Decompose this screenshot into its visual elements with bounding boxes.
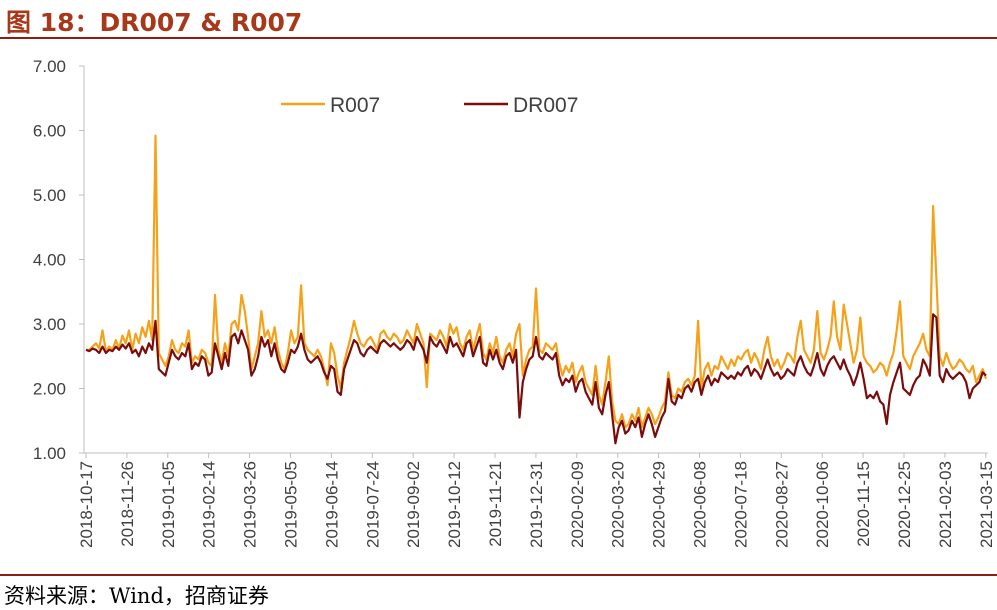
x-tick-label: 2020-06-08 <box>691 461 710 548</box>
bottom-rule <box>0 574 997 576</box>
x-tick-label: 2019-09-02 <box>404 461 423 548</box>
x-tick-label: 2019-10-12 <box>445 461 464 548</box>
x-tick-label: 2019-12-31 <box>527 461 546 548</box>
legend-label-r007: R007 <box>330 94 380 117</box>
series-line-dr007 <box>85 313 987 445</box>
x-tick-label: 2020-02-09 <box>568 461 587 548</box>
y-axis: 1.00 2.00 3.00 4.00 5.00 6.00 7.00 <box>33 57 85 463</box>
series-layer <box>85 134 988 445</box>
y-tick-label: 1.00 <box>33 444 66 463</box>
x-tick-label: 2019-06-14 <box>322 461 341 548</box>
figure-title: 图 18：DR007 & R007 <box>6 8 303 37</box>
x-tick-label: 2021-02-03 <box>936 461 955 548</box>
x-axis: 2018-10-17 2018-11-26 2019-01-05 2019-02-14… <box>77 452 996 548</box>
x-tick-label: 2020-08-27 <box>772 461 791 548</box>
series-line-r007 <box>86 134 988 429</box>
y-tick-label: 4.00 <box>33 251 66 270</box>
x-tick-label: 2019-07-24 <box>363 461 382 548</box>
x-tick-label: 2020-04-29 <box>650 461 669 548</box>
x-tick-label: 2020-03-20 <box>609 461 628 548</box>
x-tick-label: 2020-12-25 <box>895 461 914 548</box>
legend: R007 DR007 <box>281 94 578 117</box>
y-tick-label: 6.00 <box>33 122 66 141</box>
x-tick-label: 2020-10-06 <box>813 461 832 548</box>
legend-label-dr007: DR007 <box>513 94 578 117</box>
top-rule <box>0 37 997 39</box>
x-tick-label: 2021-03-15 <box>977 461 996 548</box>
x-tick-label: 2019-05-05 <box>282 461 301 548</box>
y-tick-label: 5.00 <box>33 186 66 205</box>
x-tick-label: 2019-03-26 <box>241 461 260 548</box>
x-tick-label: 2018-11-26 <box>118 461 137 547</box>
x-tick-label: 2019-01-05 <box>159 461 178 548</box>
y-tick-label: 7.00 <box>33 57 66 76</box>
source-note: 资料来源：Wind，招商证券 <box>4 584 269 608</box>
y-tick-label: 2.00 <box>33 380 66 399</box>
line-chart: 1.002.003.004.005.006.007.00 2018-10-17 2… <box>33 57 996 548</box>
x-tick-label: 2020-11-15 <box>854 461 873 547</box>
x-tick-label: 2018-10-17 <box>77 461 96 548</box>
x-tick-label: 2020-07-18 <box>731 461 750 548</box>
title-bar: 图 18：DR007 & R007 <box>0 0 997 38</box>
x-tick-label: 2019-02-14 <box>200 461 219 548</box>
x-tick-label: 2019-11-21 <box>486 461 505 547</box>
y-tick-label: 3.00 <box>33 315 66 334</box>
